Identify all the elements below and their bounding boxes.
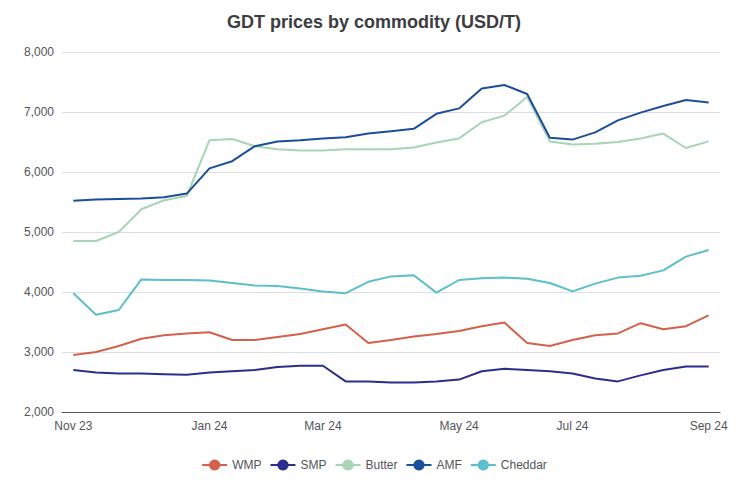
svg-text:Cheddar: Cheddar [501, 458, 547, 472]
svg-text:May 24: May 24 [439, 419, 479, 433]
svg-text:5,000: 5,000 [24, 225, 54, 239]
svg-text:Butter: Butter [365, 458, 397, 472]
svg-text:8,000: 8,000 [24, 45, 54, 59]
svg-text:7,000: 7,000 [24, 105, 54, 119]
svg-text:AMF: AMF [436, 458, 461, 472]
svg-text:3,000: 3,000 [24, 345, 54, 359]
svg-text:6,000: 6,000 [24, 165, 54, 179]
svg-text:Sep 24: Sep 24 [690, 419, 728, 433]
svg-text:GDT prices by commodity (USD/T: GDT prices by commodity (USD/T) [227, 12, 521, 32]
svg-text:2,000: 2,000 [24, 405, 54, 419]
svg-text:Mar 24: Mar 24 [304, 419, 342, 433]
svg-text:WMP: WMP [232, 458, 261, 472]
svg-text:Jan 24: Jan 24 [191, 419, 227, 433]
svg-text:SMP: SMP [300, 458, 326, 472]
svg-text:Nov 23: Nov 23 [54, 419, 92, 433]
svg-text:Jul 24: Jul 24 [557, 419, 589, 433]
svg-text:4,000: 4,000 [24, 285, 54, 299]
